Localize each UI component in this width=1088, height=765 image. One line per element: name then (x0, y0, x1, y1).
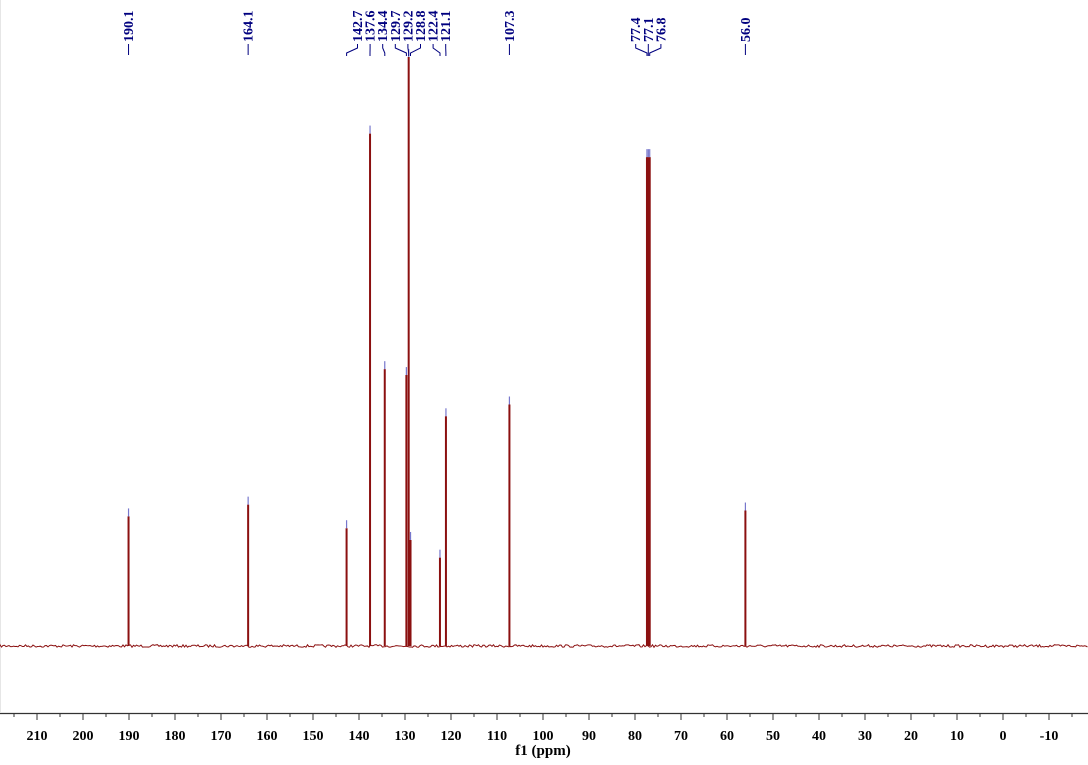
x-tick-label: 110 (487, 729, 507, 744)
peak-label: 121.1 (439, 11, 454, 43)
x-tick-label: 20 (904, 729, 918, 744)
peak-label: 56.0 (739, 18, 754, 43)
peak-label: 190.1 (122, 11, 137, 43)
x-tick-label: -10 (1040, 729, 1059, 744)
x-axis-label: f1 (ppm) (515, 743, 570, 759)
x-tick-label: 170 (211, 729, 232, 744)
x-tick-label: 160 (257, 729, 278, 744)
x-tick-label: 210 (27, 729, 48, 744)
peak-label: 76.8 (654, 18, 669, 43)
x-tick-label: 100 (533, 729, 554, 744)
x-tick-label: 30 (858, 729, 872, 744)
x-tick-label: 180 (165, 729, 186, 744)
x-tick-label: 80 (628, 729, 642, 744)
x-tick-label: 190 (119, 729, 140, 744)
x-tick-label: 120 (441, 729, 462, 744)
x-tick-label: 150 (303, 729, 324, 744)
peak-label: 164.1 (242, 11, 257, 43)
x-tick-label: 140 (349, 729, 370, 744)
x-tick-label: 40 (812, 729, 826, 744)
x-tick-label: 130 (395, 729, 416, 744)
x-tick-label: 200 (73, 729, 94, 744)
x-tick-label: 50 (766, 729, 780, 744)
x-tick-label: 70 (674, 729, 688, 744)
x-tick-label: 0 (1000, 729, 1007, 744)
x-tick-label: 10 (950, 729, 964, 744)
peak-label: 107.3 (503, 11, 518, 43)
x-tick-label: 60 (720, 729, 734, 744)
x-tick-label: 90 (582, 729, 596, 744)
